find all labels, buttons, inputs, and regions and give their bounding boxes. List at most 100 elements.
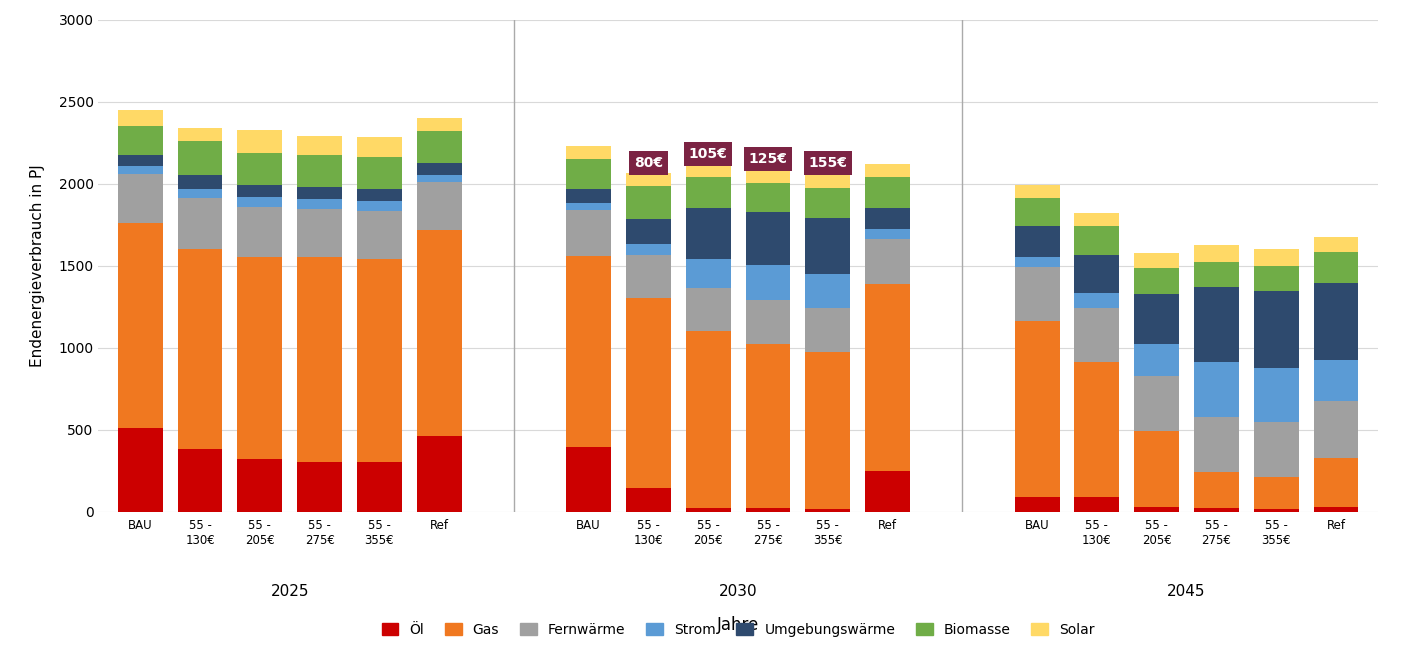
Bar <box>357 201 402 211</box>
Bar <box>357 157 402 189</box>
Bar <box>416 163 461 174</box>
Bar <box>686 209 731 259</box>
Bar <box>357 137 402 157</box>
Bar <box>1074 226 1119 255</box>
Bar <box>806 308 851 352</box>
Bar <box>297 155 342 187</box>
Bar <box>238 153 283 184</box>
Bar <box>357 211 402 259</box>
Bar <box>1313 506 1358 512</box>
Bar <box>297 257 342 462</box>
Bar <box>626 255 671 298</box>
Bar <box>118 223 163 428</box>
Bar <box>1313 283 1358 360</box>
Bar <box>1015 226 1060 257</box>
Bar <box>865 164 910 177</box>
Bar <box>626 488 671 512</box>
Bar <box>1135 268 1180 294</box>
Bar <box>1254 478 1299 509</box>
Text: 125€: 125€ <box>748 152 787 166</box>
Bar <box>686 177 731 209</box>
Bar <box>1194 362 1239 417</box>
Bar <box>416 118 461 131</box>
Bar <box>238 256 283 459</box>
Bar <box>1135 344 1180 377</box>
Bar <box>1194 508 1239 512</box>
Bar <box>177 249 222 449</box>
Bar <box>1313 252 1358 283</box>
Bar <box>745 265 790 300</box>
Bar <box>1074 255 1119 293</box>
Bar <box>1194 245 1239 262</box>
Bar <box>1015 184 1060 197</box>
Bar <box>567 256 612 447</box>
Bar <box>626 173 671 186</box>
Bar <box>1313 360 1358 401</box>
Bar <box>745 169 790 183</box>
Bar <box>238 197 283 207</box>
Bar <box>118 155 163 167</box>
Bar <box>1074 308 1119 362</box>
Bar <box>416 182 461 230</box>
Bar <box>806 188 851 218</box>
Bar <box>357 259 402 462</box>
X-axis label: Jahre: Jahre <box>717 616 759 634</box>
Bar <box>1254 266 1299 291</box>
Bar <box>238 459 283 512</box>
Bar <box>1254 422 1299 478</box>
Bar <box>626 186 671 219</box>
Bar <box>745 183 790 212</box>
Bar <box>1254 509 1299 512</box>
Bar <box>567 203 612 210</box>
Bar <box>118 110 163 126</box>
Text: 2025: 2025 <box>270 584 309 599</box>
Bar <box>1074 497 1119 512</box>
Bar <box>865 471 910 512</box>
Bar <box>1135 432 1180 506</box>
Bar <box>177 189 222 199</box>
Bar <box>686 259 731 288</box>
Bar <box>416 174 461 182</box>
Text: 2030: 2030 <box>718 584 758 599</box>
Bar <box>806 274 851 308</box>
Bar <box>745 211 790 265</box>
Bar <box>297 187 342 199</box>
Bar <box>238 184 283 197</box>
Bar <box>686 331 731 508</box>
Bar <box>177 128 222 141</box>
Bar <box>118 174 163 223</box>
Bar <box>567 210 612 256</box>
Bar <box>806 173 851 188</box>
Bar <box>1313 401 1358 459</box>
Bar <box>806 218 851 274</box>
Bar <box>686 288 731 331</box>
Bar <box>567 159 612 190</box>
Bar <box>1074 213 1119 226</box>
Bar <box>1313 237 1358 252</box>
Bar <box>1194 472 1239 508</box>
Bar <box>1135 294 1180 344</box>
Bar <box>1194 262 1239 287</box>
Bar <box>1254 249 1299 266</box>
Bar <box>1015 497 1060 512</box>
Bar <box>1015 258 1060 268</box>
Bar <box>1074 362 1119 497</box>
Bar <box>238 130 283 153</box>
Bar <box>865 229 910 239</box>
Bar <box>118 127 163 155</box>
Bar <box>297 136 342 155</box>
Bar <box>806 352 851 509</box>
Text: 105€: 105€ <box>689 147 728 161</box>
Y-axis label: Endenergieverbrauch in PJ: Endenergieverbrauch in PJ <box>30 164 45 367</box>
Bar <box>1254 291 1299 368</box>
Bar <box>357 462 402 512</box>
Bar <box>1194 287 1239 362</box>
Text: 155€: 155€ <box>808 155 848 170</box>
Bar <box>177 141 222 176</box>
Bar <box>238 207 283 256</box>
Bar <box>1135 506 1180 512</box>
Legend: Öl, Gas, Fernwärme, Strom, Umgebungswärme, Biomasse, Solar: Öl, Gas, Fernwärme, Strom, Umgebungswärm… <box>375 617 1101 642</box>
Bar <box>626 219 671 245</box>
Bar <box>1254 368 1299 422</box>
Bar <box>626 245 671 255</box>
